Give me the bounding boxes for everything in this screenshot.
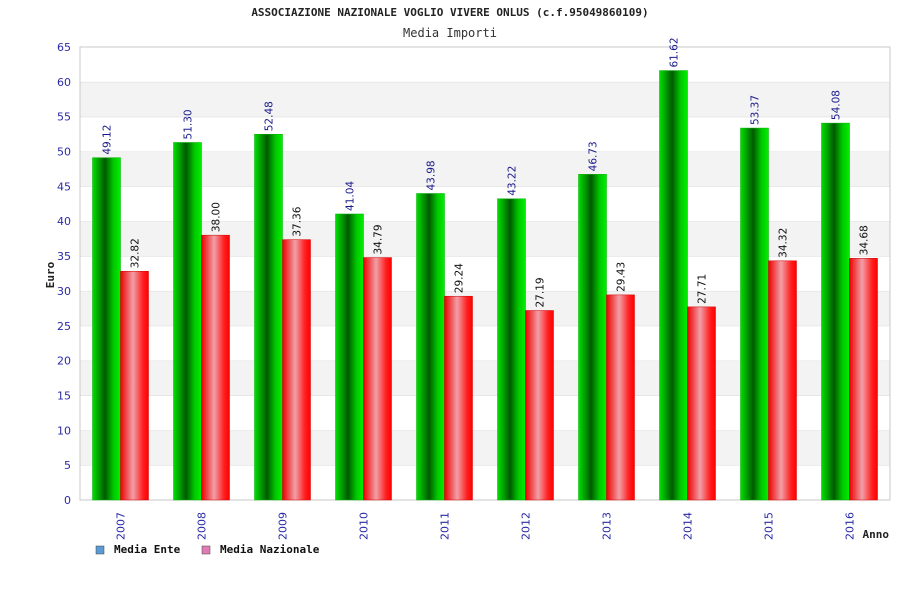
y-tick-label: 60 [57,76,71,89]
data-label: 61.62 [669,37,681,67]
data-label: 27.71 [697,274,709,304]
legend-label-media-nazionale: Media Nazionale [220,543,320,556]
legend: Media Ente Media Nazionale [95,543,320,556]
y-tick-label: 15 [57,389,71,402]
bar-media-ente-2016 [821,122,850,501]
grid-band [80,81,890,117]
y-tick-label: 20 [57,355,71,368]
y-tick-label: 65 [57,41,71,54]
y-tick-label: 35 [57,250,71,263]
data-label: 29.43 [616,262,628,292]
data-label: 32.82 [130,238,142,268]
data-label: 41.04 [345,181,357,211]
legend-label-media-ente: Media Ente [114,543,181,556]
data-label: 34.79 [373,224,385,254]
bar-media-nazionale-2011 [444,295,473,501]
bar-media-nazionale-2013 [606,294,635,501]
y-tick-label: 40 [57,215,71,228]
x-tick-label: 2010 [358,512,371,540]
chart-title: ASSOCIAZIONE NAZIONALE VOGLIO VIVERE ONL… [251,6,648,19]
data-label: 49.12 [102,125,114,155]
x-tick-label: 2009 [277,512,290,540]
data-label: 53.37 [750,95,762,125]
bar-media-ente-2012 [497,198,526,501]
chart-subtitle: Media Importi [403,26,497,40]
data-label: 43.22 [507,166,519,196]
bar-media-ente-2008 [173,142,202,501]
bar-media-ente-2010 [335,213,364,501]
data-label: 51.30 [183,109,195,139]
data-label: 43.98 [426,160,438,190]
data-label: 34.68 [859,225,871,255]
grid-band [80,47,890,82]
x-tick-label: 2011 [439,512,452,540]
bar-media-ente-2015 [740,127,769,501]
y-axis-label: Euro [44,261,57,288]
x-tick-label: 2008 [196,512,209,540]
x-tick-label: 2013 [601,512,614,540]
data-label: 38.00 [211,202,223,232]
bars [92,70,878,501]
x-tick-label: 2007 [115,512,128,540]
y-tick-label: 50 [57,146,71,159]
bar-media-nazionale-2014 [687,306,716,501]
bar-media-nazionale-2010 [363,257,392,501]
x-tick-label: 2015 [763,512,776,540]
y-tick-label: 45 [57,180,71,193]
bar-media-ente-2014 [659,70,688,501]
x-tick-label: 2014 [682,512,695,540]
bar-media-nazionale-2007 [120,271,149,501]
bar-media-nazionale-2009 [282,239,311,501]
bar-media-ente-2011 [416,193,445,501]
y-tick-label: 30 [57,285,71,298]
x-tick-label: 2012 [520,512,533,540]
data-label: 52.48 [264,101,276,131]
x-tick-label: 2016 [844,512,857,540]
bar-media-ente-2007 [92,157,121,501]
data-label: 54.08 [831,90,843,120]
x-axis-label: Anno [863,528,890,541]
bar-media-nazionale-2012 [525,310,554,501]
y-tick-label: 55 [57,111,71,124]
data-label: 37.36 [292,206,304,236]
data-labels: 49.12 32.82 51.30 38.00 52.48 37.36 41.04 34.79… [102,37,871,307]
y-tick-label: 10 [57,424,71,437]
plot-area [79,46,891,501]
x-axis: 2007 2008 2009 2010 2011 2012 2013 2014 2015 2016 [115,512,857,540]
data-label: 46.73 [588,141,600,171]
data-label: 29.24 [454,263,466,293]
data-label: 34.32 [778,228,790,258]
bar-media-nazionale-2015 [768,260,797,501]
bar-media-nazionale-2016 [849,258,878,501]
legend-swatch-media-nazionale [201,545,211,555]
bar-media-ente-2013 [578,174,607,501]
data-label: 27.19 [535,277,547,307]
bar-media-nazionale-2008 [201,234,230,501]
y-axis: 0 5 10 15 20 25 30 35 40 45 50 55 60 65 [57,41,71,507]
bar-media-ente-2009 [254,134,283,501]
y-tick-label: 0 [64,494,71,507]
legend-swatch-media-ente [95,545,105,555]
y-tick-label: 5 [64,459,71,472]
y-tick-label: 25 [57,320,71,333]
